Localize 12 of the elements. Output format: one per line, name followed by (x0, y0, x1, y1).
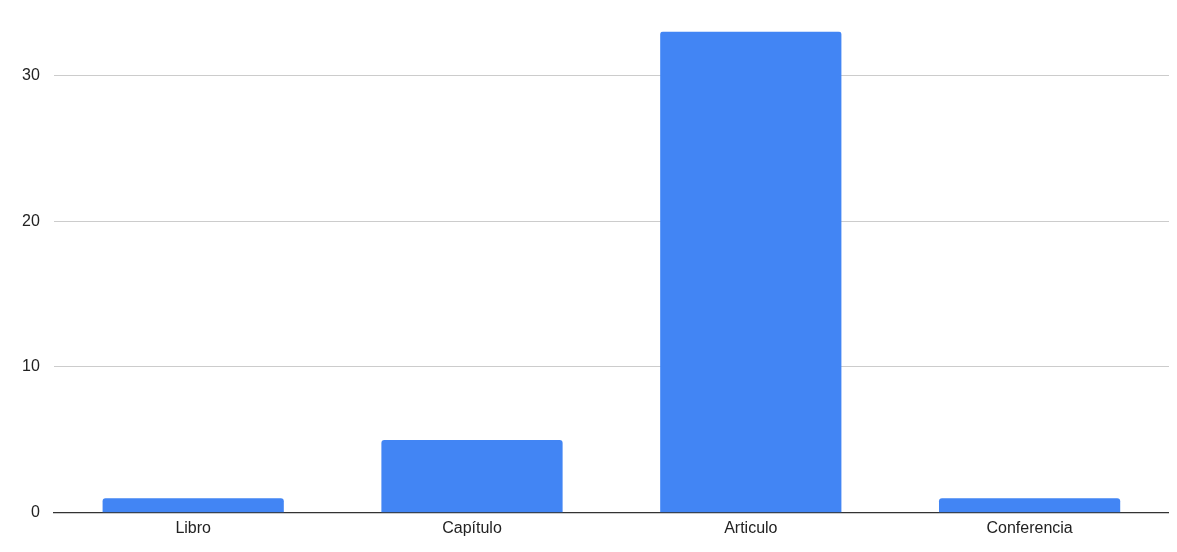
y-tick-label: 30 (22, 65, 40, 83)
y-tick-label: 20 (22, 211, 40, 229)
bar (938, 498, 1121, 513)
y-tick-label: 0 (30, 503, 40, 521)
x-tick-label: Capítulo (442, 518, 502, 536)
bar (381, 439, 563, 513)
y-tick-label: 10 (22, 357, 40, 375)
bar (660, 31, 842, 513)
x-tick-label: Libro (175, 518, 212, 536)
bar (102, 498, 284, 513)
x-tick-label: Conferencia (986, 518, 1073, 536)
x-tick-label: Articulo (724, 518, 778, 536)
